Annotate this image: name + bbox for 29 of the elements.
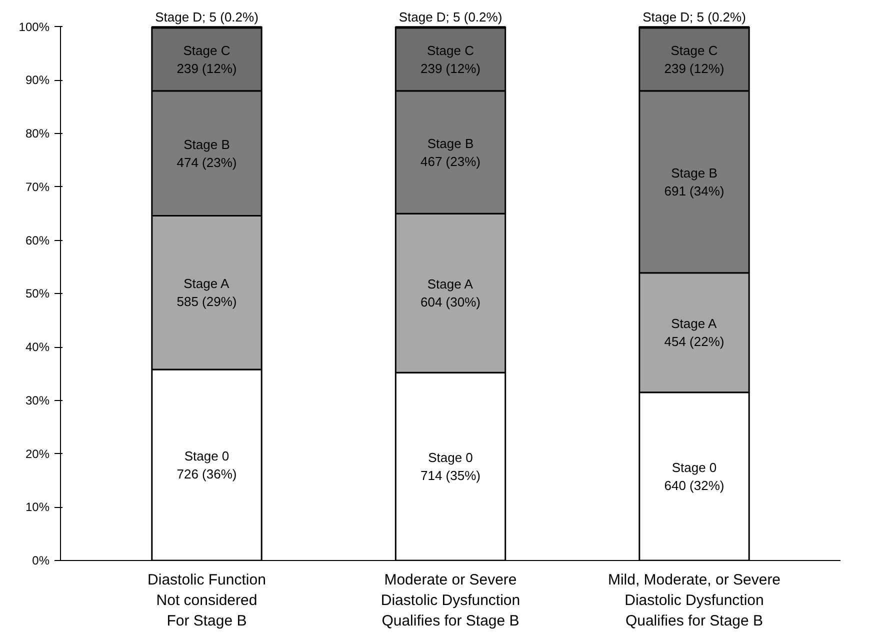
y-tick-label: 50% [25,286,50,301]
x-tick-label: Moderate or Severe Diastolic Dysfunction Qualifies for Stage B [380,572,520,630]
y-tick-label: 10% [25,500,50,514]
data-label: Stage A 585 (29%) [176,276,237,310]
data-label: Stage 0 640 (32%) [664,460,724,493]
data-label: Stage 0 714 (35%) [420,450,480,484]
data-label: Stage D; 5 (0.2%) [155,10,258,25]
data-label: Stage D; 5 (0.2%) [398,10,502,25]
y-tick-label: 40% [25,340,50,354]
y-tick-label: 20% [25,446,50,461]
y-tick-label: 70% [25,180,50,194]
data-label: Stage B 467 (23%) [420,136,480,169]
y-tick-label: 60% [25,233,50,248]
data-label: Stage C 239 (12%) [664,42,724,76]
y-tick-label: 90% [25,73,50,88]
y-tick-label: 80% [25,126,50,141]
x-tick-label: Diastolic Function Not considered For Stage B [148,572,266,630]
data-label: Stage A 604 (30%) [420,276,480,310]
y-tick-label: 30% [25,393,50,408]
y-tick-label: 0% [32,554,50,568]
data-label: Stage D; 5 (0.2%) [642,10,746,25]
data-label: Stage B 691 (34%) [664,165,724,198]
data-label: Stage B 474 (23%) [176,136,237,170]
data-label: Stage C 239 (12%) [420,42,480,76]
data-label: Stage A 454 (22%) [664,316,724,350]
x-tick-label: Mild, Moderate, or Severe Diastolic Dysfunction Qualifies for Stage B [608,572,781,630]
data-label: Stage C 239 (12%) [176,42,237,76]
data-label: Stage 0 726 (36%) [176,448,237,482]
y-tick-label: 100% [18,20,50,34]
